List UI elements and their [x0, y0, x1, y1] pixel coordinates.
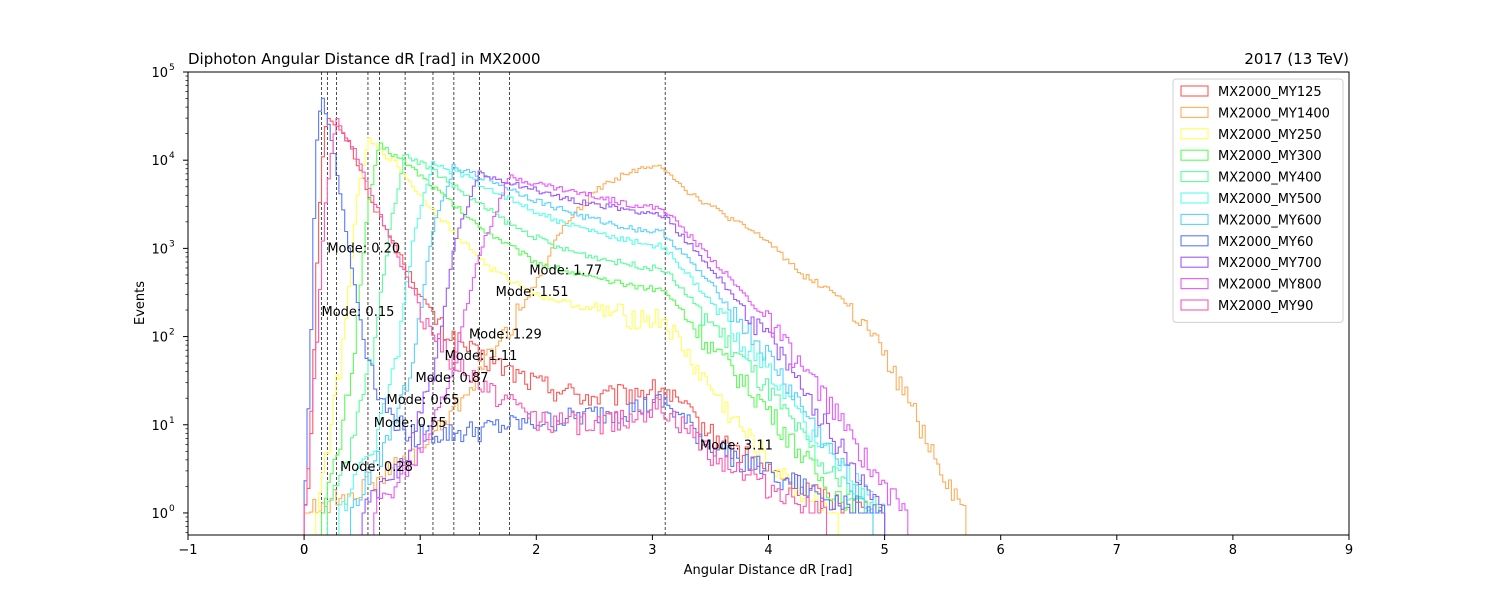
chart-title: Diphoton Angular Distance dR [rad] in MX…	[188, 50, 541, 68]
annotation-group: Mode: 0.20 Mode: 1.77 Mode: 1.51 Mode: 0.15…	[322, 241, 773, 475]
legend-label: MX2000_MY800	[1218, 278, 1322, 293]
y-tick-exponent: 4	[169, 151, 175, 161]
y-axis-label: Events	[133, 281, 148, 325]
mode-annotation: Mode: 0.55	[374, 416, 447, 431]
series-mx2000-my500	[338, 161, 886, 535]
y-tick-label: 10	[151, 419, 168, 434]
plot-area: Mode: 0.20 Mode: 1.77 Mode: 1.51 Mode: 0.15…	[303, 72, 967, 535]
legend-swatch	[1180, 213, 1209, 225]
series-mx2000-my300	[320, 142, 874, 535]
legend-swatch	[1180, 256, 1209, 268]
x-tick-label: 6	[997, 543, 1005, 558]
mode-annotation: Mode: 1.29	[469, 328, 542, 343]
y-tick-label: 10	[151, 507, 168, 522]
y-tick-exponent: 2	[169, 328, 175, 338]
y-tick-label: 10	[151, 331, 168, 346]
series-mx2000-my800	[373, 174, 909, 535]
legend-label: MX2000_MY700	[1218, 256, 1322, 271]
legend-swatch	[1180, 106, 1209, 118]
x-tick-label: 5	[880, 543, 888, 558]
legend-label: MX2000_MY60	[1218, 235, 1313, 250]
series-mx2000-my700	[361, 170, 886, 535]
legend-swatch	[1180, 235, 1209, 247]
legend-swatch	[1180, 192, 1209, 204]
y-tick-exponent: 0	[169, 504, 175, 514]
x-tick-label: 8	[1229, 543, 1237, 558]
x-tick-label: −1	[178, 543, 197, 558]
y-tick-label: 10	[151, 154, 168, 169]
mode-annotation: Mode: 1.51	[496, 285, 569, 300]
x-tick-label: 4	[764, 543, 772, 558]
mode-annotation: Mode: 0.87	[416, 371, 489, 386]
series-mx2000-my400	[326, 154, 886, 535]
legend: MX2000_MY125 MX2000_MY1400 MX2000_MY250 MX2…	[1172, 78, 1344, 323]
y-tick-exponent: 3	[169, 239, 175, 249]
x-tick-label: 3	[648, 543, 656, 558]
legend-label: MX2000_MY1400	[1218, 106, 1330, 121]
y-tick-label: 10	[151, 66, 168, 81]
mode-annotation: Mode: 0.20	[327, 241, 400, 256]
mode-annotation: Mode: 0.28	[340, 460, 413, 475]
series-mx2000-my90	[303, 117, 828, 535]
y-tick-label: 10	[151, 242, 168, 257]
x-tick-label: 0	[300, 543, 308, 558]
legend-swatch	[1180, 149, 1209, 161]
x-tick-label: 1	[416, 543, 424, 558]
legend-label: MX2000_MY300	[1218, 149, 1322, 164]
x-tick-label: 2	[532, 543, 540, 558]
legend-swatch	[1180, 171, 1209, 183]
series-mx2000-my1400	[303, 164, 967, 535]
legend-swatch	[1180, 299, 1209, 311]
chart-subtitle: 2017 (13 TeV)	[1244, 50, 1349, 68]
legend-swatch	[1180, 85, 1209, 97]
legend-box	[1172, 78, 1344, 323]
y-tick-exponent: 5	[169, 63, 175, 73]
y-tick-exponent: 1	[169, 416, 175, 426]
mode-annotation: Mode: 1.77	[529, 264, 602, 279]
legend-label: MX2000_MY125	[1218, 85, 1322, 100]
legend-label: MX2000_MY400	[1218, 171, 1322, 186]
x-tick-label-extra: 0	[300, 543, 308, 558]
series-group	[303, 97, 967, 535]
legend-label: MX2000_MY600	[1218, 213, 1322, 228]
series-mx2000-my60	[303, 97, 886, 535]
legend-label: MX2000_MY500	[1218, 192, 1322, 207]
x-tick-label: 7	[1113, 543, 1121, 558]
legend-label: MX2000_MY250	[1218, 128, 1322, 143]
x-tick-label: 9	[1345, 543, 1353, 558]
mode-lines	[321, 72, 666, 535]
mode-annotation: Mode: 1.11	[445, 349, 518, 364]
legend-swatch	[1180, 278, 1209, 290]
mode-annotation: Mode: 0.15	[322, 305, 395, 320]
x-axis-label: Angular Distance dR [rad]	[684, 563, 853, 578]
legend-swatch	[1180, 128, 1209, 140]
legend-label: MX2000_MY90	[1218, 299, 1313, 314]
mode-annotation: Mode: 0.65	[387, 393, 460, 408]
x-axis-ticks: −1 0 1 2 3 4 5 6 7 8 90	[178, 535, 1353, 558]
mode-annotation: Mode: 3.11	[700, 439, 773, 454]
series-mx2000-my600	[349, 163, 874, 535]
